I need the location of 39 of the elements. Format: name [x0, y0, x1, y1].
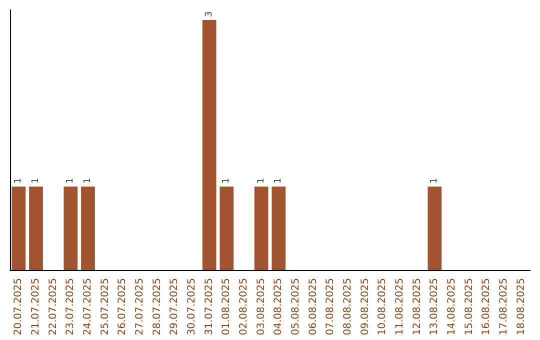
- x-tick-label: 31.07.2025: [204, 278, 215, 336]
- x-tick-label: 23.07.2025: [65, 278, 76, 336]
- x-tick-label: 08.08.2025: [342, 278, 354, 336]
- x-tick-label: 27.07.2025: [134, 278, 146, 336]
- x-tick-label: 12.08.2025: [412, 278, 423, 336]
- x-tick-label: 22.07.2025: [48, 278, 59, 336]
- x-tick-label: 20.07.2025: [13, 278, 24, 336]
- x-tick-label: 26.07.2025: [117, 278, 128, 336]
- data-label: 1: [66, 178, 76, 184]
- x-tick-label: 07.08.2025: [325, 278, 336, 336]
- x-tick-label: 06.08.2025: [308, 278, 319, 336]
- x-tick-label: 18.08.2025: [516, 278, 527, 336]
- data-label: 1: [256, 178, 266, 184]
- x-tick-label: 11.08.2025: [394, 278, 406, 336]
- x-tick-label: 28.07.2025: [152, 278, 163, 336]
- data-label: 1: [430, 178, 440, 184]
- data-label: 1: [83, 178, 93, 184]
- data-label: 1: [274, 178, 284, 184]
- x-tick-label: 02.08.2025: [238, 278, 250, 336]
- data-label: 1: [31, 178, 41, 184]
- x-tick-label: 09.08.2025: [360, 278, 371, 336]
- x-tick-label: 01.08.2025: [221, 278, 232, 336]
- x-tick-label: 30.07.2025: [186, 278, 198, 336]
- x-tick-label: 14.08.2025: [446, 278, 458, 336]
- x-tick-label: 15.08.2025: [464, 278, 475, 336]
- data-label: 3: [204, 11, 214, 17]
- data-label: 1: [14, 178, 24, 184]
- x-tick-label: 04.08.2025: [273, 278, 284, 336]
- data-label: 1: [222, 178, 232, 184]
- x-tick-label: 05.08.2025: [290, 278, 302, 336]
- x-tick-label: 03.08.2025: [256, 278, 267, 336]
- x-tick-label: 24.07.2025: [82, 278, 94, 336]
- x-tick-label: 13.08.2025: [429, 278, 440, 336]
- x-tick-label: 29.07.2025: [169, 278, 180, 336]
- x-tick-label: 17.08.2025: [498, 278, 510, 336]
- x-tick-label: 10.08.2025: [377, 278, 388, 336]
- x-tick-label: 25.07.2025: [100, 278, 111, 336]
- x-tick-label: 21.07.2025: [30, 278, 42, 336]
- x-tick-label: 16.08.2025: [481, 278, 492, 336]
